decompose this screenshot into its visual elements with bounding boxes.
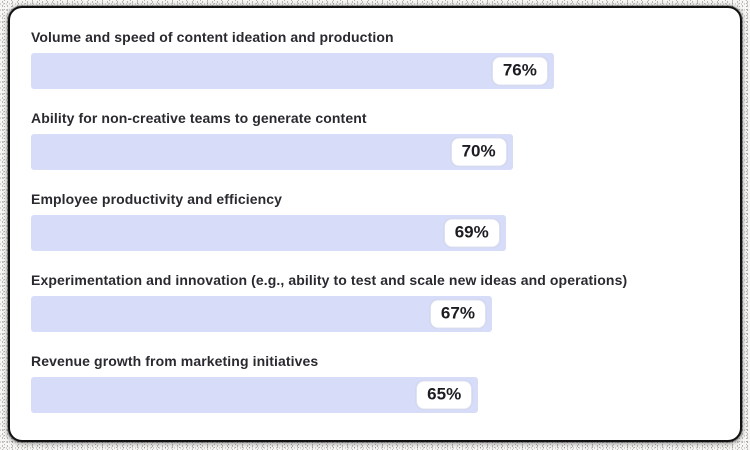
bar-track: 70% [31,134,719,170]
bar-track: 65% [31,377,719,413]
bar: 76% [31,53,554,89]
bar-value-label: 69% [443,218,500,248]
chart-row: Volume and speed of content ideation and… [31,28,719,89]
chart-row: Ability for non-creative teams to genera… [31,109,719,170]
bar-track: 69% [31,215,719,251]
chart-row: Revenue growth from marketing initiative… [31,352,719,413]
bar-category-label: Ability for non-creative teams to genera… [31,110,367,126]
bar-category-label: Revenue growth from marketing initiative… [31,353,319,369]
bar-value-label: 65% [416,380,473,410]
bar: 69% [31,215,506,251]
bar-value-label: 67% [429,299,486,329]
bar-category-label: Volume and speed of content ideation and… [31,29,394,45]
bar-chart-card: Volume and speed of content ideation and… [8,6,742,442]
bar: 65% [31,377,479,413]
chart-row: Employee productivity and efficiency 69% [31,190,719,251]
bar: 67% [31,296,492,332]
bar-category-label: Experimentation and innovation (e.g., ab… [31,272,628,288]
bar: 70% [31,134,513,170]
bar-value-label: 70% [450,137,507,167]
bar-track: 76% [31,53,719,89]
chart-row: Experimentation and innovation (e.g., ab… [31,271,719,332]
bar-value-label: 76% [491,56,548,86]
bar-category-label: Employee productivity and efficiency [31,191,282,207]
bar-track: 67% [31,296,719,332]
chart-rows: Volume and speed of content ideation and… [31,28,719,413]
